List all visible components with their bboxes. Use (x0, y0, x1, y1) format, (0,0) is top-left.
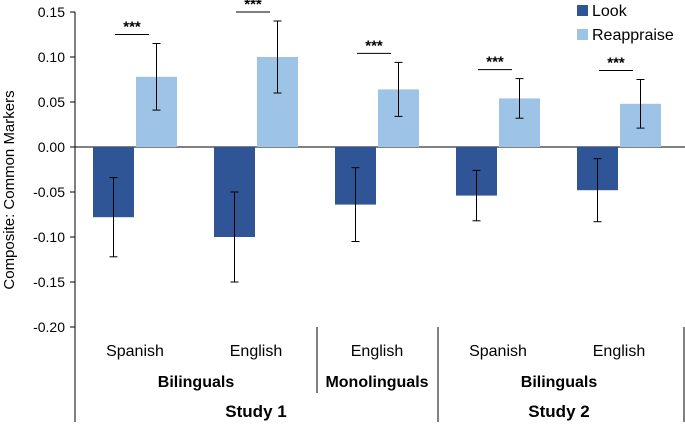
y-tick-label: -0.15 (33, 274, 65, 290)
legend-swatch-reappraise (577, 29, 588, 40)
group-label: Bilinguals (158, 374, 235, 391)
category-label: English (351, 343, 403, 360)
y-tick-label: 0.00 (38, 139, 65, 155)
significance-label: *** (607, 55, 625, 72)
significance-label: *** (244, 0, 262, 13)
significance-label: *** (486, 54, 504, 71)
legend-label: Look (592, 3, 628, 20)
y-tick-label: 0.10 (38, 49, 65, 65)
group-label: Monolinguals (325, 374, 428, 391)
study-label: Study 2 (528, 402, 589, 421)
significance-markers: *** *** *** *** *** (115, 0, 633, 72)
category-label: English (230, 343, 282, 360)
legend: Look Reappraise (577, 3, 674, 44)
category-label: Spanish (469, 343, 527, 360)
legend-label: Reappraise (592, 27, 674, 44)
y-tick-label: 0.15 (38, 4, 65, 20)
bars (93, 57, 661, 237)
group-label: Bilinguals (521, 374, 598, 391)
y-tick-label: -0.05 (33, 184, 65, 200)
y-axis-label: Composite: Common Markers (1, 90, 18, 289)
study-label: Study 1 (225, 402, 286, 421)
significance-label: *** (123, 19, 141, 36)
y-tick-label: -0.20 (33, 319, 65, 335)
y-tick-label: 0.05 (38, 94, 65, 110)
category-label: English (593, 343, 645, 360)
category-label: Spanish (106, 343, 164, 360)
y-tick-label: -0.10 (33, 229, 65, 245)
x-axis-labels: Spanish English English Spanish English Bilin… (74, 327, 685, 422)
legend-swatch-look (577, 5, 588, 16)
error-bars (109, 20, 645, 283)
significance-label: *** (365, 37, 383, 54)
